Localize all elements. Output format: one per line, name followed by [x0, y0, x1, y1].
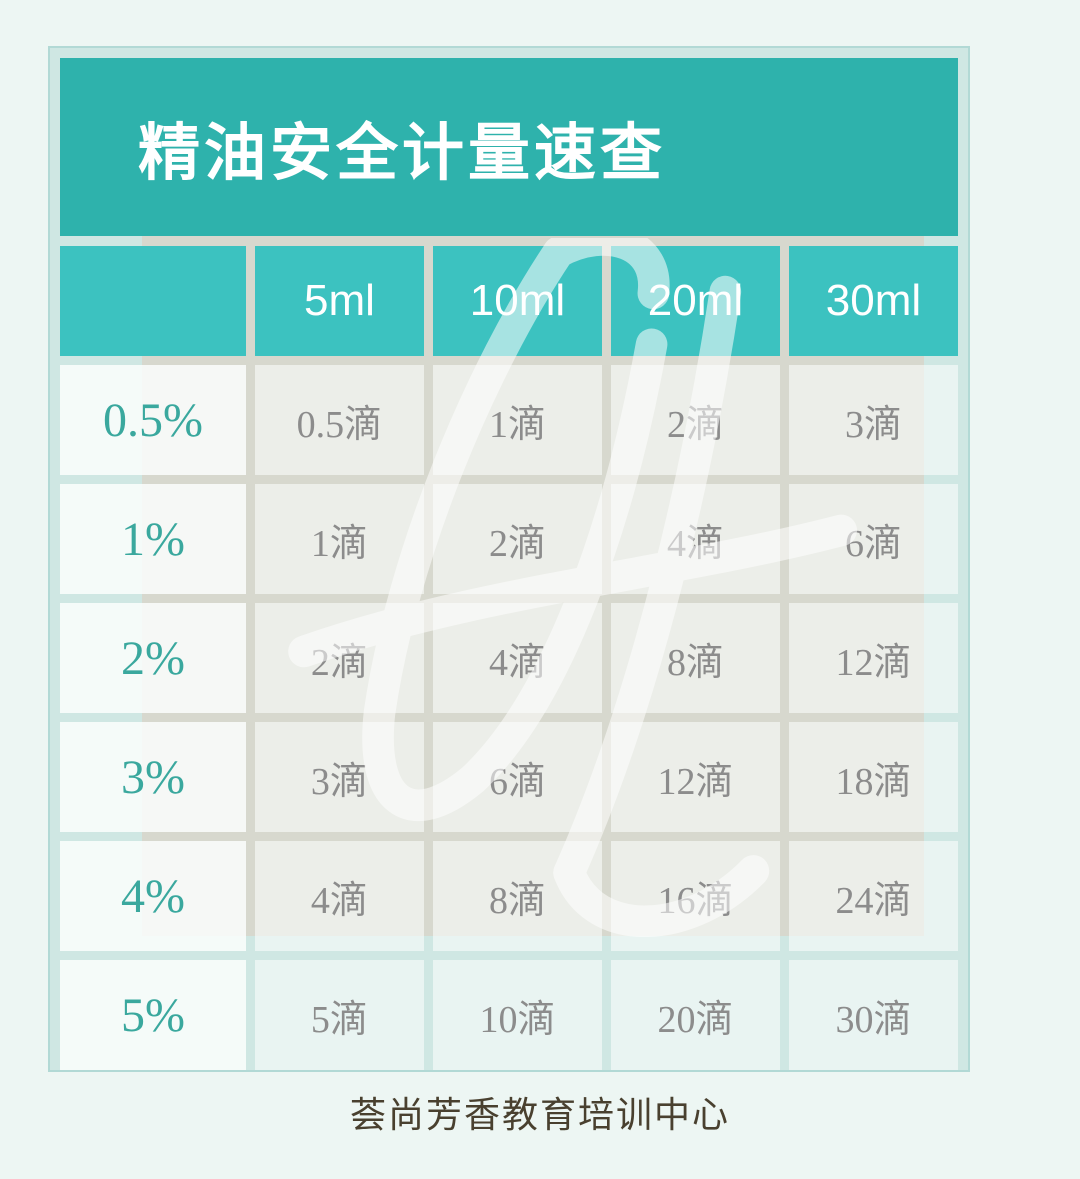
value-cell: 8滴: [432, 841, 602, 951]
value-cell: 20滴: [610, 960, 780, 1070]
value-cell: 3滴: [788, 365, 958, 475]
value-cell: 1滴: [254, 484, 424, 594]
value-cell: 5滴: [254, 960, 424, 1070]
header-cell-30ml: 30ml: [788, 246, 958, 356]
row-label-2%: 2%: [60, 603, 246, 713]
value-cell: 18滴: [788, 722, 958, 832]
value-cell: 2滴: [610, 365, 780, 475]
row-label-1%: 1%: [60, 484, 246, 594]
page-title: 精油安全计量速查: [138, 119, 667, 188]
value-cell: 2滴: [254, 603, 424, 713]
value-cell: 4滴: [432, 603, 602, 713]
value-cell: 24滴: [788, 841, 958, 951]
value-cell: 0.5滴: [254, 365, 424, 475]
header-cell-20ml: 20ml: [610, 246, 780, 356]
header-cell-blank: [60, 246, 246, 356]
row-label-5%: 5%: [60, 960, 246, 1070]
header-cell-10ml: 10ml: [432, 246, 602, 356]
value-cell: 12滴: [788, 603, 958, 713]
value-cell: 12滴: [610, 722, 780, 832]
dosage-grid: 5ml 10ml 20ml 30ml 0.5% 0.5滴 1滴 2滴 3滴 1% 1滴 2滴 4滴 6滴 2…: [60, 246, 958, 1070]
row-label-0.5%: 0.5%: [60, 365, 246, 475]
value-cell: 10滴: [432, 960, 602, 1070]
value-cell: 16滴: [610, 841, 780, 951]
value-cell: 6滴: [788, 484, 958, 594]
value-cell: 1滴: [432, 365, 602, 475]
footer-brand: 荟尚芳香教育培训中心: [349, 1095, 730, 1135]
value-cell: 4滴: [254, 841, 424, 951]
value-cell: 4滴: [610, 484, 780, 594]
row-label-3%: 3%: [60, 722, 246, 832]
title-band: 精油安全计量速查: [60, 58, 958, 236]
value-cell: 30滴: [788, 960, 958, 1070]
row-label-4%: 4%: [60, 841, 246, 951]
value-cell: 6滴: [432, 722, 602, 832]
header-cell-5ml: 5ml: [254, 246, 424, 356]
value-cell: 3滴: [254, 722, 424, 832]
value-cell: 2滴: [432, 484, 602, 594]
dosage-card: 精油安全计量速查 5ml 10ml 20ml 30ml 0.5% 0.5滴 1滴 2滴 3滴 1%…: [48, 46, 970, 1072]
value-cell: 8滴: [610, 603, 780, 713]
